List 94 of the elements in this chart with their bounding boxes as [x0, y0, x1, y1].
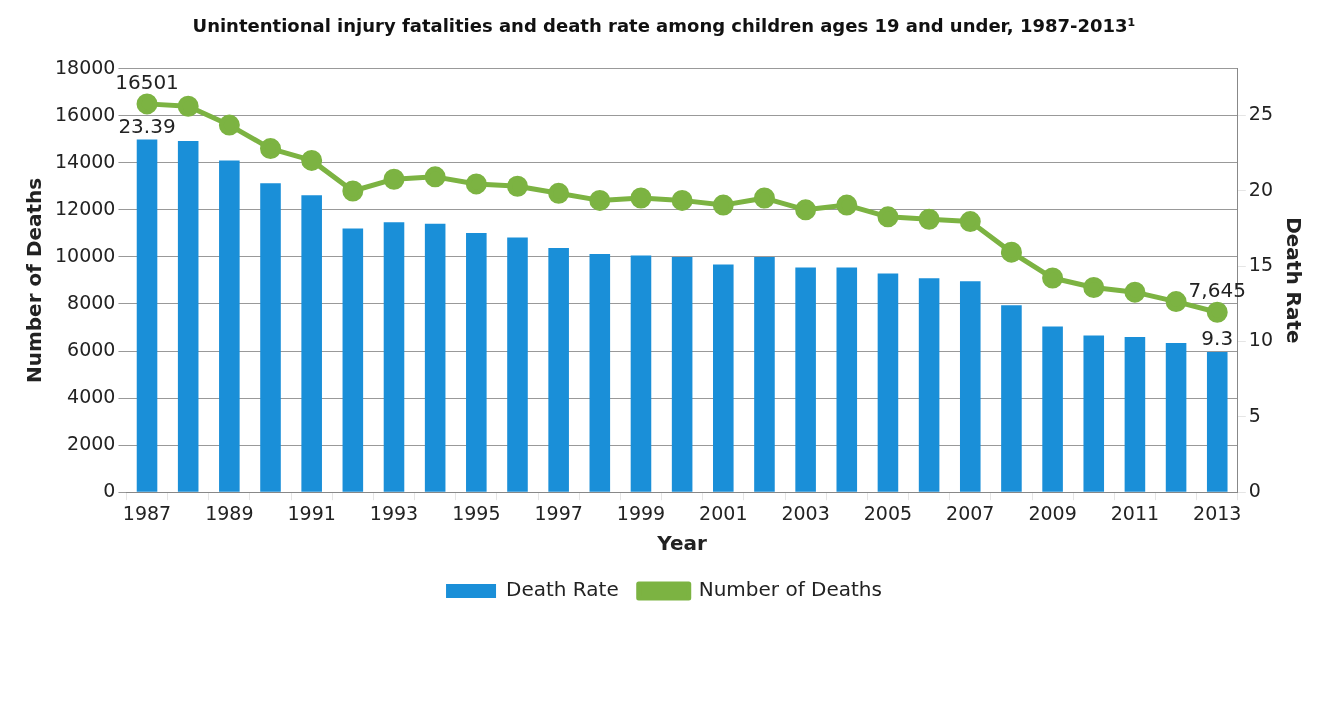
- y-tick-label: 6000: [67, 337, 116, 360]
- bar: [301, 195, 322, 492]
- y-tick-label: 18000: [54, 55, 116, 78]
- point: [383, 168, 405, 190]
- point: [465, 173, 487, 195]
- bar: [671, 257, 693, 492]
- x-tick-label: 2009: [1028, 501, 1077, 524]
- bar: [136, 139, 158, 492]
- bar: [836, 267, 858, 492]
- point: [548, 182, 570, 204]
- point: [836, 194, 858, 216]
- point: [589, 189, 611, 211]
- point: [218, 114, 240, 136]
- y2-axis-title: Death Rate: [1281, 217, 1306, 344]
- y2-tick-label: 20: [1248, 177, 1274, 200]
- x-tick-label: 1987: [122, 501, 172, 524]
- bar: [383, 222, 405, 492]
- x-tick-label: 2001: [699, 501, 748, 524]
- data-label: 7,645: [1188, 278, 1246, 303]
- y-tick-label: 10000: [54, 243, 116, 266]
- bar: [219, 160, 240, 492]
- bar: [507, 237, 528, 492]
- bar: [424, 223, 446, 492]
- point: [1165, 291, 1187, 313]
- bar: [877, 273, 899, 492]
- point: [1206, 301, 1228, 323]
- point: [301, 149, 323, 171]
- y-tick-label: 0: [103, 479, 116, 502]
- point: [918, 208, 940, 230]
- point: [712, 194, 734, 216]
- bar: [1083, 335, 1105, 492]
- point: [1083, 276, 1105, 298]
- data-label: 9.3: [1201, 326, 1234, 351]
- x-tick-label: 2003: [781, 501, 830, 524]
- bar: [1124, 336, 1146, 492]
- bar: [342, 228, 364, 492]
- x-tick-label: 1997: [534, 501, 583, 524]
- bar: [713, 264, 734, 492]
- bar: [177, 140, 199, 492]
- point: [177, 95, 199, 117]
- bar: [589, 254, 611, 492]
- point: [424, 166, 446, 188]
- y-tick-label: 16000: [54, 102, 116, 125]
- y-tick-label: 4000: [67, 385, 116, 407]
- x-tick-label: 1993: [369, 501, 419, 524]
- point: [136, 93, 158, 115]
- point: [342, 180, 364, 202]
- y-tick-label: 12000: [54, 196, 116, 219]
- point: [260, 138, 282, 160]
- x-tick-label: 1989: [205, 501, 254, 524]
- chart-title: Unintentional injury fatalities and death rate among children ages 19 and under, 1987-2013¹: [192, 15, 1136, 37]
- x-tick-label: 2013: [1193, 501, 1242, 524]
- bar: [1165, 342, 1187, 492]
- y2-tick-label: 5: [1248, 403, 1261, 426]
- y2-tick-label: 15: [1248, 253, 1274, 276]
- bar: [548, 247, 569, 492]
- bar: [1206, 352, 1228, 492]
- y2-tick-label: 0: [1248, 479, 1261, 502]
- x-axis-title: Year: [656, 531, 708, 556]
- legend-label: Death Rate: [506, 577, 619, 602]
- bar: [466, 232, 487, 492]
- y-tick-label: 2000: [67, 432, 116, 455]
- y-axis-title: Number of Deaths: [22, 177, 47, 384]
- bar: [1042, 326, 1063, 492]
- x-tick-label: 2005: [863, 501, 913, 524]
- point: [1000, 241, 1022, 263]
- point: [671, 189, 693, 211]
- x-tick-label: 2011: [1110, 501, 1160, 524]
- point: [959, 211, 981, 233]
- y-tick-label: 8000: [67, 290, 116, 313]
- point: [1042, 267, 1064, 289]
- point: [753, 187, 775, 209]
- x-tick-label: 1999: [616, 501, 666, 524]
- data-label: 16501: [115, 70, 179, 95]
- point: [630, 187, 652, 209]
- y2-tick-label: 10: [1248, 328, 1274, 351]
- point: [1124, 281, 1146, 303]
- y2-tick-label: 25: [1248, 102, 1274, 125]
- y-tick-label: 14000: [54, 149, 116, 172]
- point: [877, 206, 899, 228]
- point: [795, 199, 817, 221]
- bar: [1001, 305, 1022, 492]
- bar: [795, 267, 816, 492]
- bar: [630, 255, 652, 492]
- x-tick-label: 1991: [287, 501, 336, 524]
- bar: [754, 257, 775, 492]
- point: [506, 175, 528, 197]
- data-label: 23.39: [118, 113, 176, 138]
- bar: [260, 183, 281, 492]
- bar: [918, 278, 940, 492]
- legend-label: Number of Deaths: [698, 577, 882, 602]
- x-tick-label: 1995: [452, 501, 501, 524]
- x-tick-label: 2007: [946, 501, 995, 524]
- bar: [959, 281, 981, 492]
